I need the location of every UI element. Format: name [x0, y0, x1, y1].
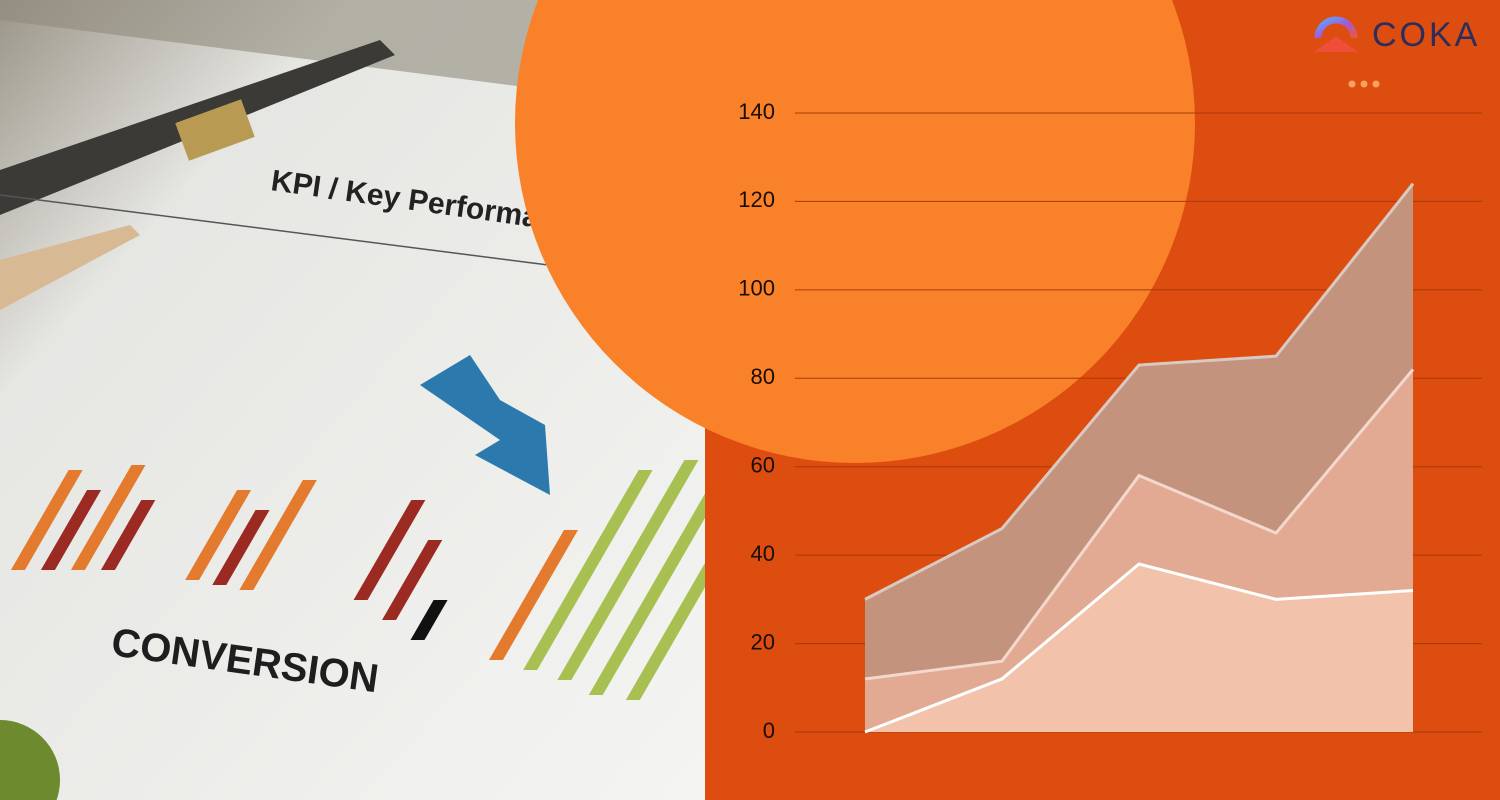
photo-bar — [523, 470, 653, 670]
y-tick-label: 20 — [751, 629, 775, 654]
logo-icon-roof — [1314, 36, 1358, 52]
photo-bar — [185, 490, 252, 580]
dot — [1372, 80, 1380, 88]
photo-bar — [70, 465, 146, 570]
y-tick-label: 120 — [738, 187, 775, 212]
logo-icon — [1314, 16, 1358, 39]
area-line — [864, 562, 1414, 734]
y-tick-label: 60 — [751, 453, 775, 478]
logo-text: COKA — [1372, 16, 1480, 54]
area — [865, 563, 1413, 732]
photo-bar — [410, 600, 448, 640]
chart: 0 20 40 60 80 100 120 140 — [738, 99, 1482, 743]
photo-bar — [353, 500, 426, 600]
dot — [1348, 80, 1356, 88]
area-line — [864, 368, 1415, 681]
area-line — [864, 182, 1415, 601]
y-tick-label: 80 — [751, 364, 775, 389]
dot — [1360, 80, 1368, 88]
y-tick-label: 100 — [738, 276, 775, 301]
photo-bar — [239, 480, 317, 590]
y-tick-label: 40 — [751, 541, 775, 566]
photo-bar — [382, 540, 443, 620]
y-tick-label: 0 — [763, 718, 775, 743]
photo-bar — [10, 470, 83, 570]
pen-ring — [175, 99, 255, 161]
y-tick-label: 140 — [738, 99, 775, 124]
photo-bar — [557, 460, 699, 680]
photo-bar — [212, 510, 270, 585]
photo-bar — [488, 530, 579, 660]
photo-bar — [40, 490, 102, 570]
photo-bar — [100, 500, 156, 570]
deco-circle — [515, 0, 1195, 463]
photo-leaf — [0, 720, 60, 800]
pencil — [0, 225, 140, 310]
photo-arrow — [420, 355, 550, 495]
